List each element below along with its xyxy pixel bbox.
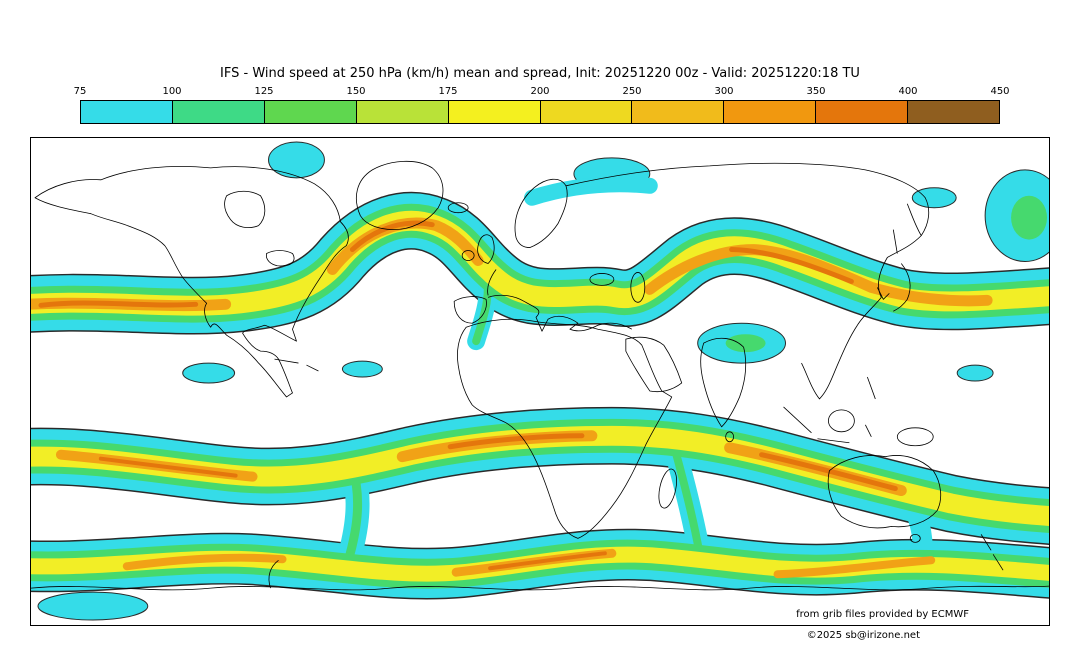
colorbar-segment xyxy=(724,101,817,123)
europe-coast xyxy=(487,269,633,332)
colorbar-tick-label: 350 xyxy=(806,86,826,97)
colorbar-tick-label: 300 xyxy=(714,86,734,97)
chart-title: IFS - Wind speed at 250 hPa (km/h) mean … xyxy=(220,66,860,81)
sakhalin xyxy=(892,229,898,254)
colorbar-segment xyxy=(172,101,265,123)
java xyxy=(817,438,850,444)
caspian-sea xyxy=(630,272,646,303)
antarctica-coast xyxy=(31,585,1049,591)
new-guinea xyxy=(896,427,934,447)
colorbar-tick-label: 250 xyxy=(622,86,642,97)
colorbar-tick-label: 75 xyxy=(73,86,87,97)
colorbar-segment xyxy=(81,101,173,123)
colorbar-segment xyxy=(816,101,909,123)
colorbar-tick-label: 200 xyxy=(530,86,550,97)
green-patch-cores xyxy=(725,195,1048,353)
india xyxy=(700,337,747,428)
arabia xyxy=(625,336,683,393)
new-zealand xyxy=(980,534,1004,571)
colorbar-ticks: 75 100 125 150 175 200 250 300 350 400 450 xyxy=(74,86,1010,99)
africa-coast xyxy=(457,318,673,539)
caribbean-islands xyxy=(274,358,319,372)
antarctic-peninsula xyxy=(268,559,279,589)
colorbar-tick-label: 100 xyxy=(162,86,182,97)
black-sea xyxy=(589,273,615,286)
colorbar-tick-label: 150 xyxy=(346,86,366,97)
colorbar-segment xyxy=(540,101,633,123)
colorbar-segment xyxy=(448,101,541,123)
copyright-text: ©2025 sb@irizone.net xyxy=(806,630,920,641)
colorbar-segment xyxy=(264,101,357,123)
colorbar-segment xyxy=(632,101,725,123)
sulawesi xyxy=(865,424,872,437)
iceland xyxy=(447,202,469,214)
data-source-credit: from grib files provided by ECMWF xyxy=(796,609,969,620)
hudson-bay xyxy=(224,190,266,228)
great-lakes xyxy=(266,250,295,267)
madagascar xyxy=(658,468,677,509)
colorbar-tick-label: 400 xyxy=(898,86,918,97)
colorbar-segment xyxy=(356,101,449,123)
eurasia-north-coast xyxy=(565,162,930,400)
map-frame: from grib files provided by ECMWF xyxy=(30,137,1050,626)
colorbar-segments xyxy=(80,100,1000,124)
colorbar: 75 100 125 150 175 200 250 300 350 400 450 xyxy=(74,86,1010,124)
ireland xyxy=(461,250,475,261)
sumatra xyxy=(783,406,812,434)
korea xyxy=(876,287,890,300)
iberia xyxy=(453,296,487,324)
tasmania xyxy=(909,533,921,543)
sri-lanka xyxy=(725,431,735,443)
colorbar-tick-label: 175 xyxy=(438,86,458,97)
scandinavia xyxy=(514,178,568,248)
greenland-coast xyxy=(356,160,444,231)
australia-coast xyxy=(827,455,942,529)
wind-speed-bands xyxy=(31,141,1049,621)
colorbar-segment xyxy=(908,101,1000,123)
philippines xyxy=(866,376,876,400)
coastlines xyxy=(31,160,1049,591)
britain xyxy=(477,234,495,264)
north-america-coast xyxy=(34,165,349,398)
dark-orange-jet-cores xyxy=(38,220,898,571)
world-map xyxy=(31,141,1049,621)
colorbar-tick-label: 125 xyxy=(254,86,274,97)
japan xyxy=(893,263,911,312)
borneo xyxy=(828,409,855,433)
colorbar-tick-label: 450 xyxy=(990,86,1010,97)
